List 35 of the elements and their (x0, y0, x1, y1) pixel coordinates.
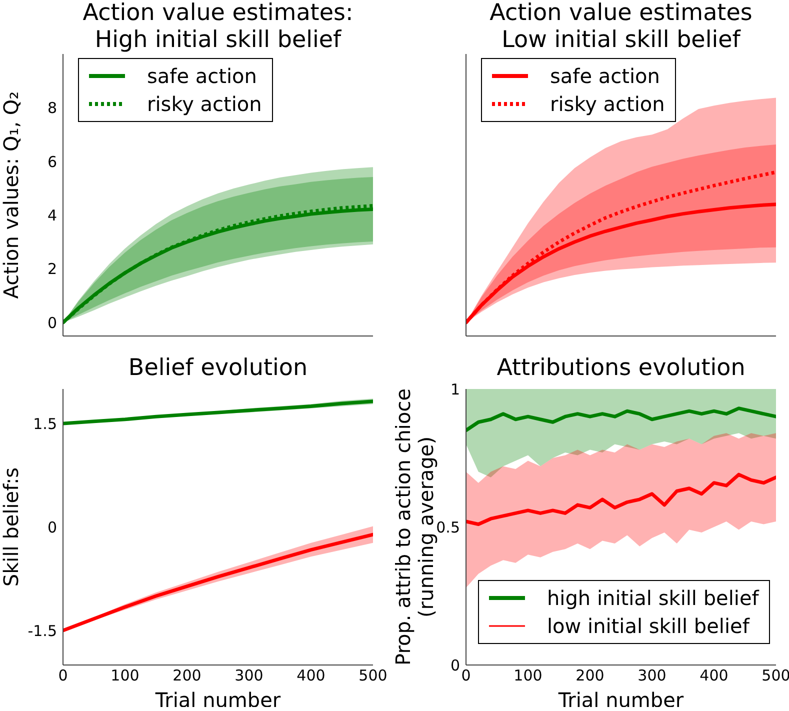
legend-label: risky action (147, 92, 262, 116)
y-tick-label: 2 (47, 260, 57, 278)
y-axis-title: Skill belief:s (0, 467, 23, 587)
x-tick-label: 100 (514, 666, 542, 685)
y-tick-label: 0 (47, 518, 57, 536)
y-tick-label: 1.5 (33, 414, 57, 433)
y-tick-label: 4 (47, 206, 57, 224)
legend-label: high initial skill belief (547, 586, 759, 610)
y-tick-label: 0.5 (436, 518, 460, 536)
x-axis-title: Trial number (557, 688, 684, 711)
x-tick-label: 100 (110, 666, 140, 685)
y-axis-title: Prop. attrib to action chioce (running average) (391, 388, 438, 666)
legend-label: risky action (550, 92, 665, 116)
y-tick-label: 6 (47, 152, 57, 171)
chart-title: Action value estimates: High initial skill belief (82, 0, 354, 54)
legend-label: safe action (147, 64, 257, 88)
x-tick-label: 300 (638, 666, 666, 685)
x-tick-label: 400 (296, 666, 326, 685)
chart-title: Action value estimates Low initial skill belief (488, 0, 754, 54)
x-tick-label: 500 (762, 666, 789, 685)
x-tick-label: 400 (700, 666, 728, 685)
y-tick-label: 1 (450, 380, 460, 398)
x-tick-label: 500 (358, 666, 388, 685)
y-tick-label: -1.5 (28, 622, 57, 640)
x-tick-label: 300 (234, 666, 264, 685)
y-tick-label: 8 (47, 99, 57, 118)
x-tick-label: 200 (172, 666, 202, 685)
y-tick-label: 0 (47, 314, 57, 332)
legend-label: safe action (550, 64, 660, 88)
legend-label: low initial skill belief (547, 614, 750, 638)
chart-title: Belief evolution (127, 355, 309, 382)
y-axis-title: Action values: Q₁, Q₂ (0, 91, 23, 299)
x-tick-label: 200 (576, 666, 604, 685)
x-axis-title: Trial number (154, 688, 282, 711)
chart-title: Attributions evolution (496, 355, 746, 382)
